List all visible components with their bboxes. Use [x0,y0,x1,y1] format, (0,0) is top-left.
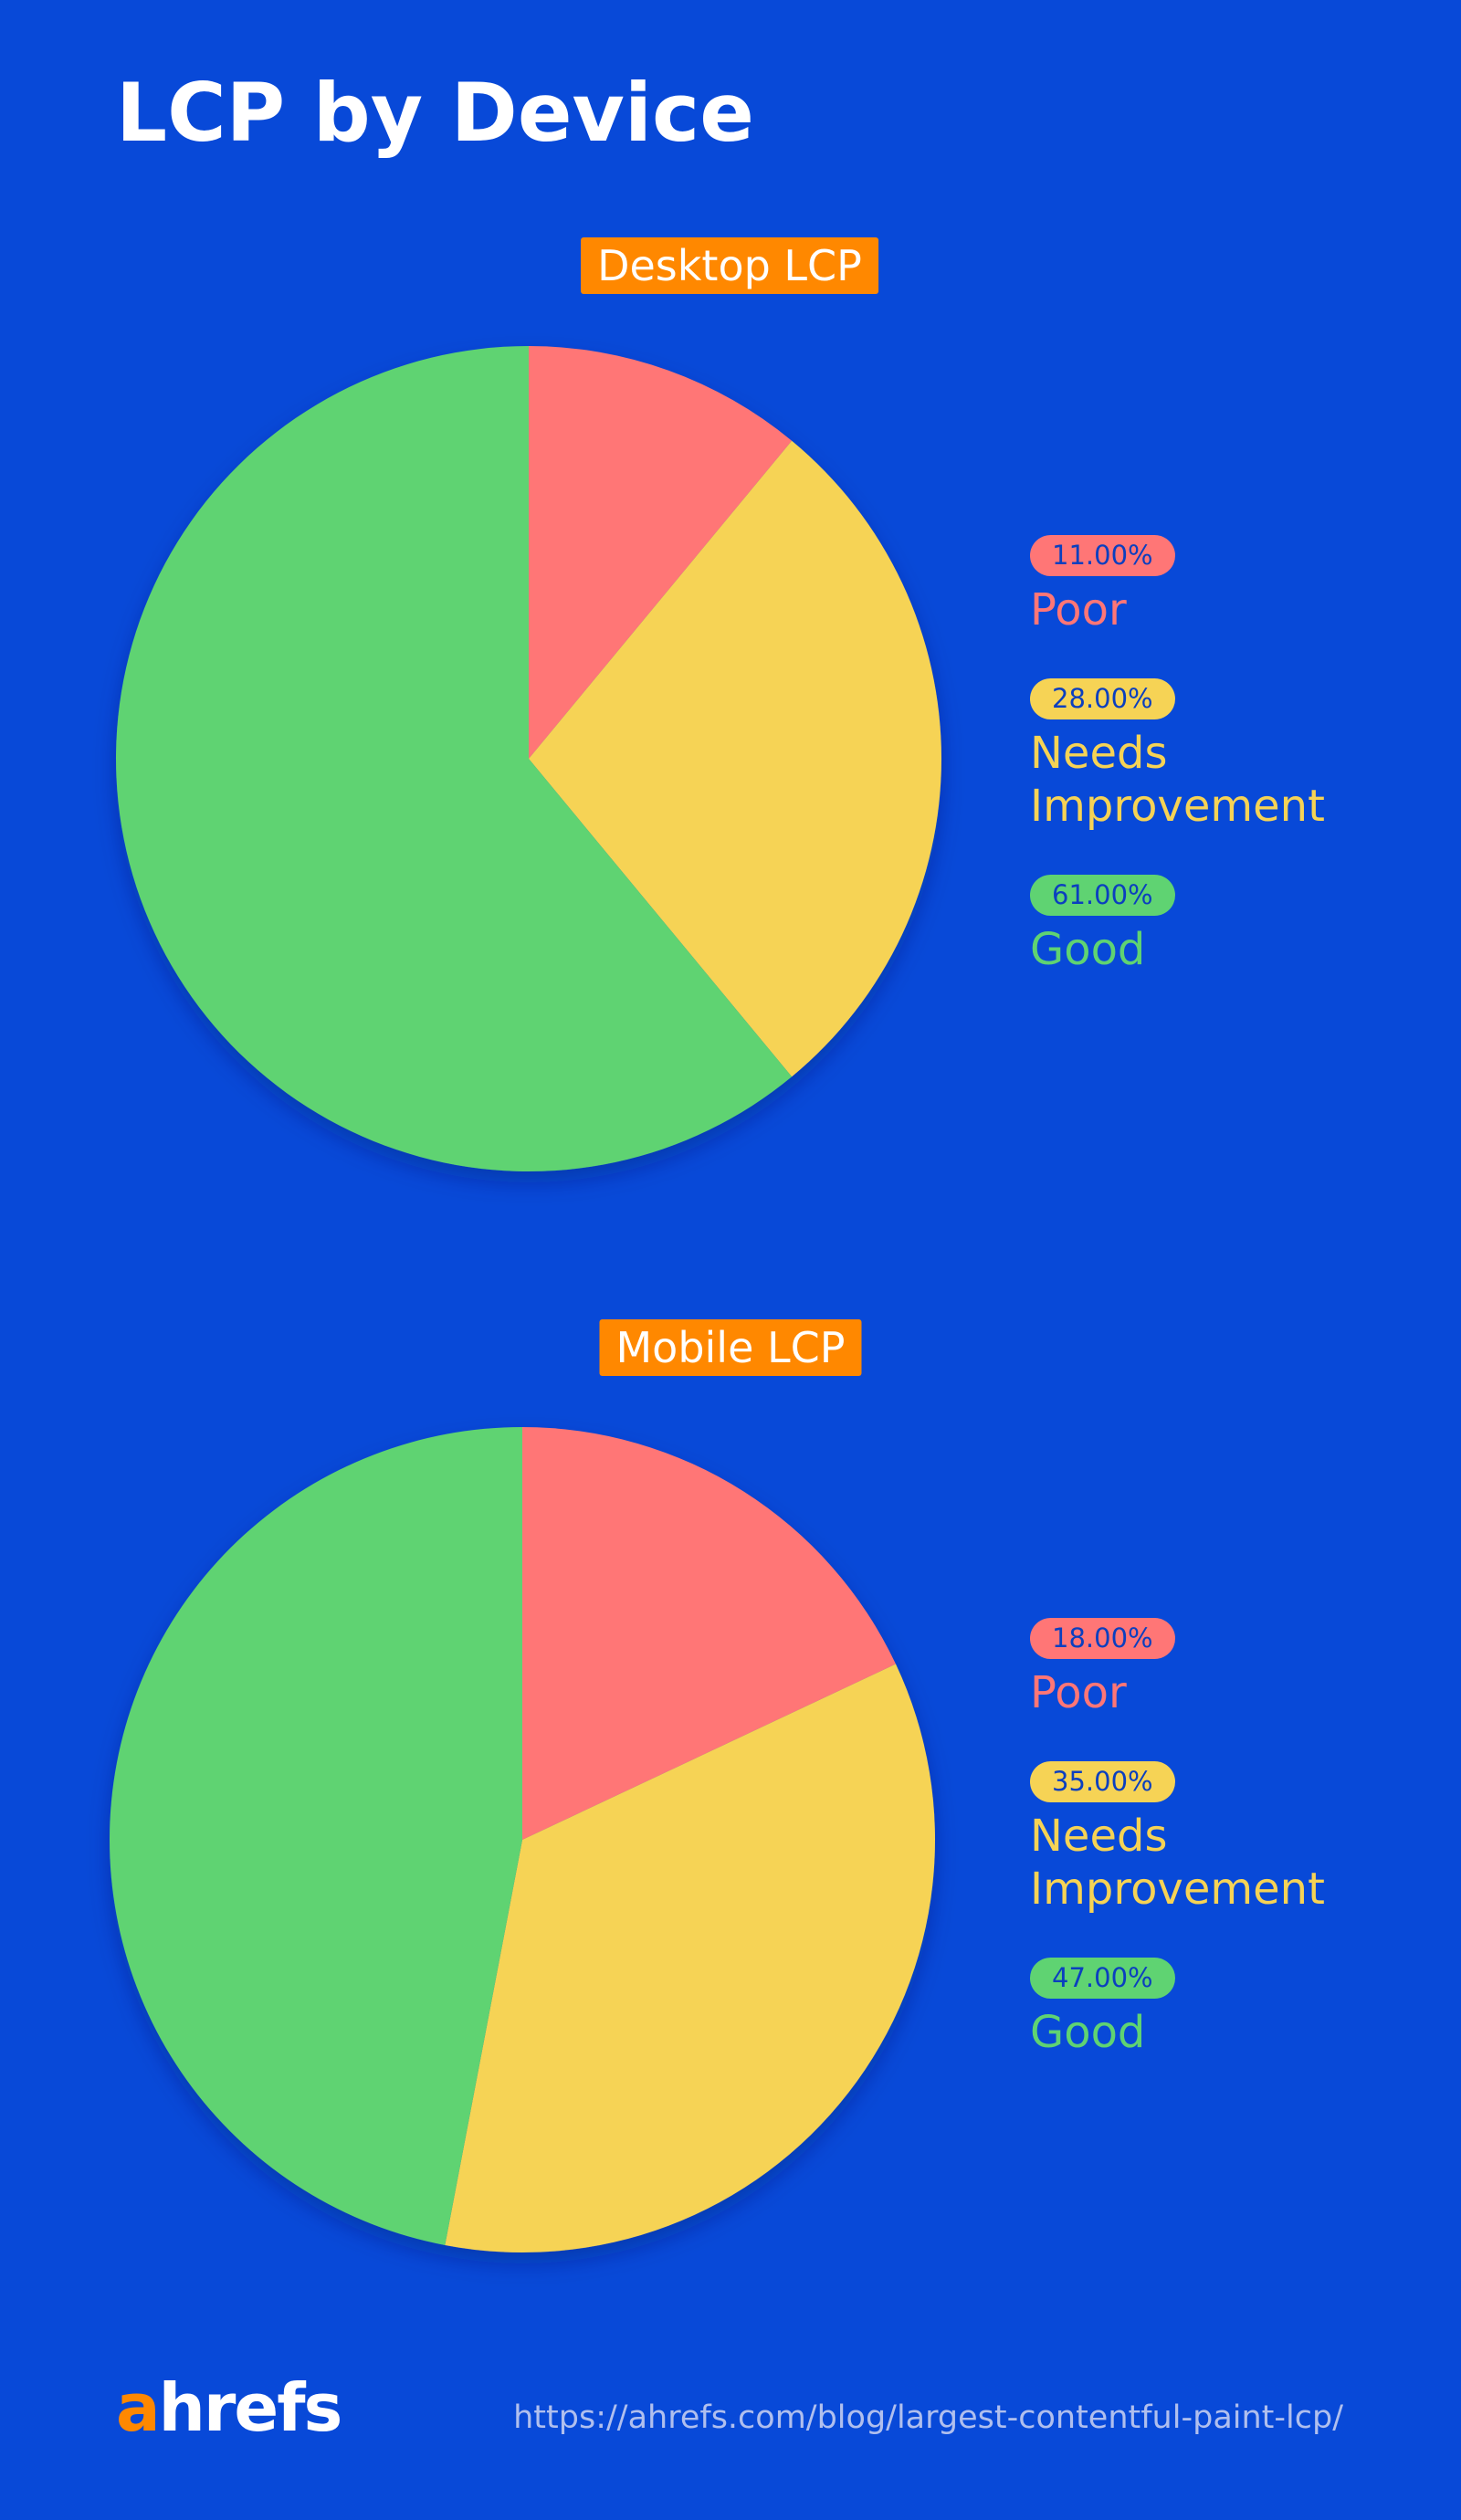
legend-item: 47.00% Good [1030,1958,1368,2059]
chart-title: Mobile LCP [599,1319,862,1376]
legend-label: Needs Improvement [1030,1811,1325,1915]
chart-title: Desktop LCP [581,237,878,294]
pie [115,345,941,1171]
value-label: 11.00% [1030,535,1175,576]
legend-item: 35.00% Needs Improvement [1030,1761,1368,1916]
legend-label: Good [1030,2007,1146,2058]
pie-slice [529,346,793,759]
legend-label: Poor [1030,584,1127,635]
legend-item: 61.00% Good [1030,875,1368,976]
value-label: 61.00% [1030,875,1175,916]
legend-item: 28.00% Needs Improvement [1030,678,1368,833]
pie-slice [529,440,941,1077]
value-label: 28.00% [1030,678,1175,719]
legend-label: Poor [1030,1667,1127,1718]
page-title: LCP by Device [116,66,754,160]
value-label: 35.00% [1030,1761,1175,1802]
legend-item: 11.00% Poor [1030,535,1368,636]
pie-slice [445,1664,936,2252]
pie-slice [522,1427,896,1840]
logo: ahrefs [116,2369,342,2446]
legend-label: Good [1030,924,1146,975]
legend: 11.00% Poor 28.00% Needs Improvement 61.00% G… [1030,535,1368,976]
source-url: https://ahrefs.com/blog/largest-contentf… [513,2399,1343,2436]
pie [110,1427,936,2252]
legend: 18.00% Poor 35.00% Needs Improvement 47.00% G… [1030,1618,1368,2059]
value-label: 47.00% [1030,1958,1175,1999]
pie-slice [110,1427,522,2245]
legend-label: Needs Improvement [1030,728,1325,832]
value-label: 18.00% [1030,1618,1175,1659]
pie-slice [115,345,793,1171]
legend-item: 18.00% Poor [1030,1618,1368,1719]
